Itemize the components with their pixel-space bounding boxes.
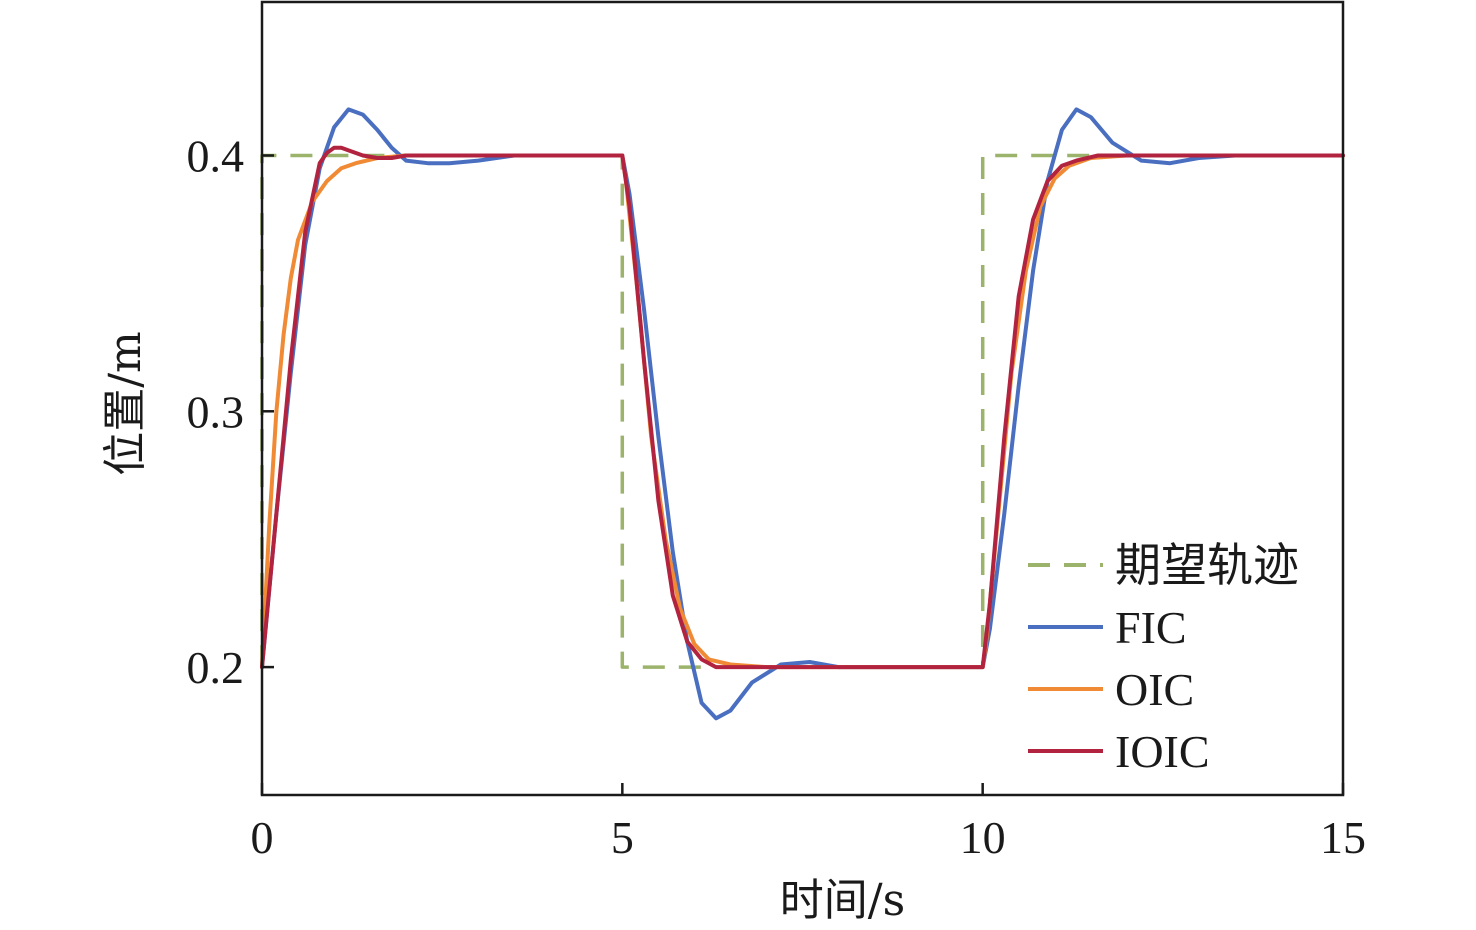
plot-frame [260, 0, 1345, 797]
legend-label-2: OIC [1115, 664, 1194, 715]
legend: 期望轨迹 FIC OIC IOIC [1028, 540, 1299, 777]
y-tick-label: 0.4 [187, 130, 245, 181]
y-tick-label: 0.3 [187, 386, 245, 437]
y-tick-label: 0.2 [187, 642, 245, 693]
legend-label-0: 期望轨迹 [1115, 540, 1299, 591]
legend-label-1: FIC [1115, 602, 1187, 653]
y-axis-label: 位置/m [100, 331, 151, 476]
x-tick-label: 15 [1320, 812, 1366, 863]
x-tick-label: 5 [611, 812, 634, 863]
series-line-1 [260, 107, 1345, 721]
legend-label-3: IOIC [1115, 726, 1210, 777]
x-tick-label: 10 [960, 812, 1006, 863]
x-tick-label: 0 [251, 812, 274, 863]
x-axis-label: 时间/s [780, 875, 905, 926]
series-line-3 [260, 145, 1345, 670]
tick-layer: 0 5 10 15 0.2 0.3 0.4 [187, 130, 1367, 863]
